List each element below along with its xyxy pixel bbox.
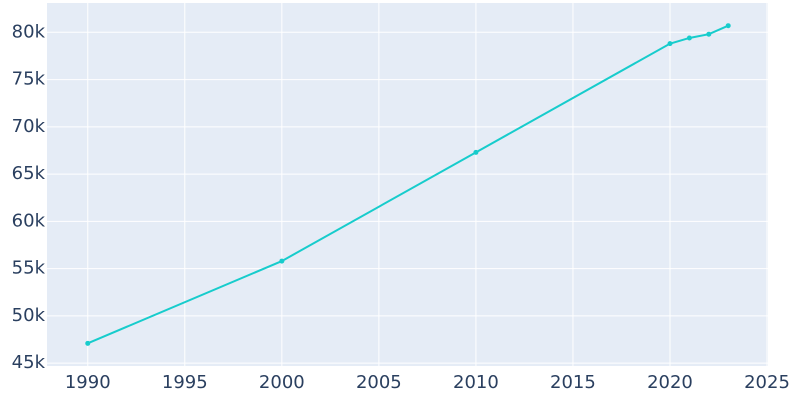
y-tick-label: 45k (12, 352, 46, 373)
point (473, 149, 479, 155)
y-tick-label: 60k (12, 210, 46, 231)
x-tick-label: 2000 (259, 372, 305, 393)
plot-background (47, 3, 768, 366)
y-tick-label: 50k (12, 305, 46, 326)
point (85, 340, 91, 346)
x-tick-label: 2020 (647, 372, 693, 393)
point (706, 31, 712, 37)
y-tick-label: 65k (12, 163, 46, 184)
x-tick-label: 1990 (65, 372, 111, 393)
x-tick-label: 2015 (550, 372, 596, 393)
y-tick-label: 75k (12, 69, 46, 90)
point (725, 23, 731, 29)
point (667, 41, 673, 47)
x-tick-label: 2005 (356, 372, 402, 393)
point (686, 35, 692, 41)
point (279, 258, 285, 264)
x-tick-label: 2010 (453, 372, 499, 393)
x-tick-label: 2025 (744, 372, 790, 393)
x-tick-label: 1995 (162, 372, 208, 393)
y-tick-label: 70k (12, 116, 46, 137)
y-tick-label: 80k (12, 21, 46, 42)
y-tick-label: 55k (12, 258, 46, 279)
